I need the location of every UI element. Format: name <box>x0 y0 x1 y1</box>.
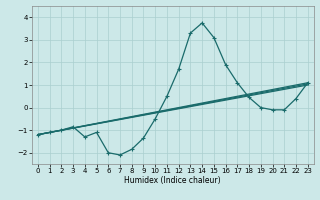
X-axis label: Humidex (Indice chaleur): Humidex (Indice chaleur) <box>124 176 221 185</box>
